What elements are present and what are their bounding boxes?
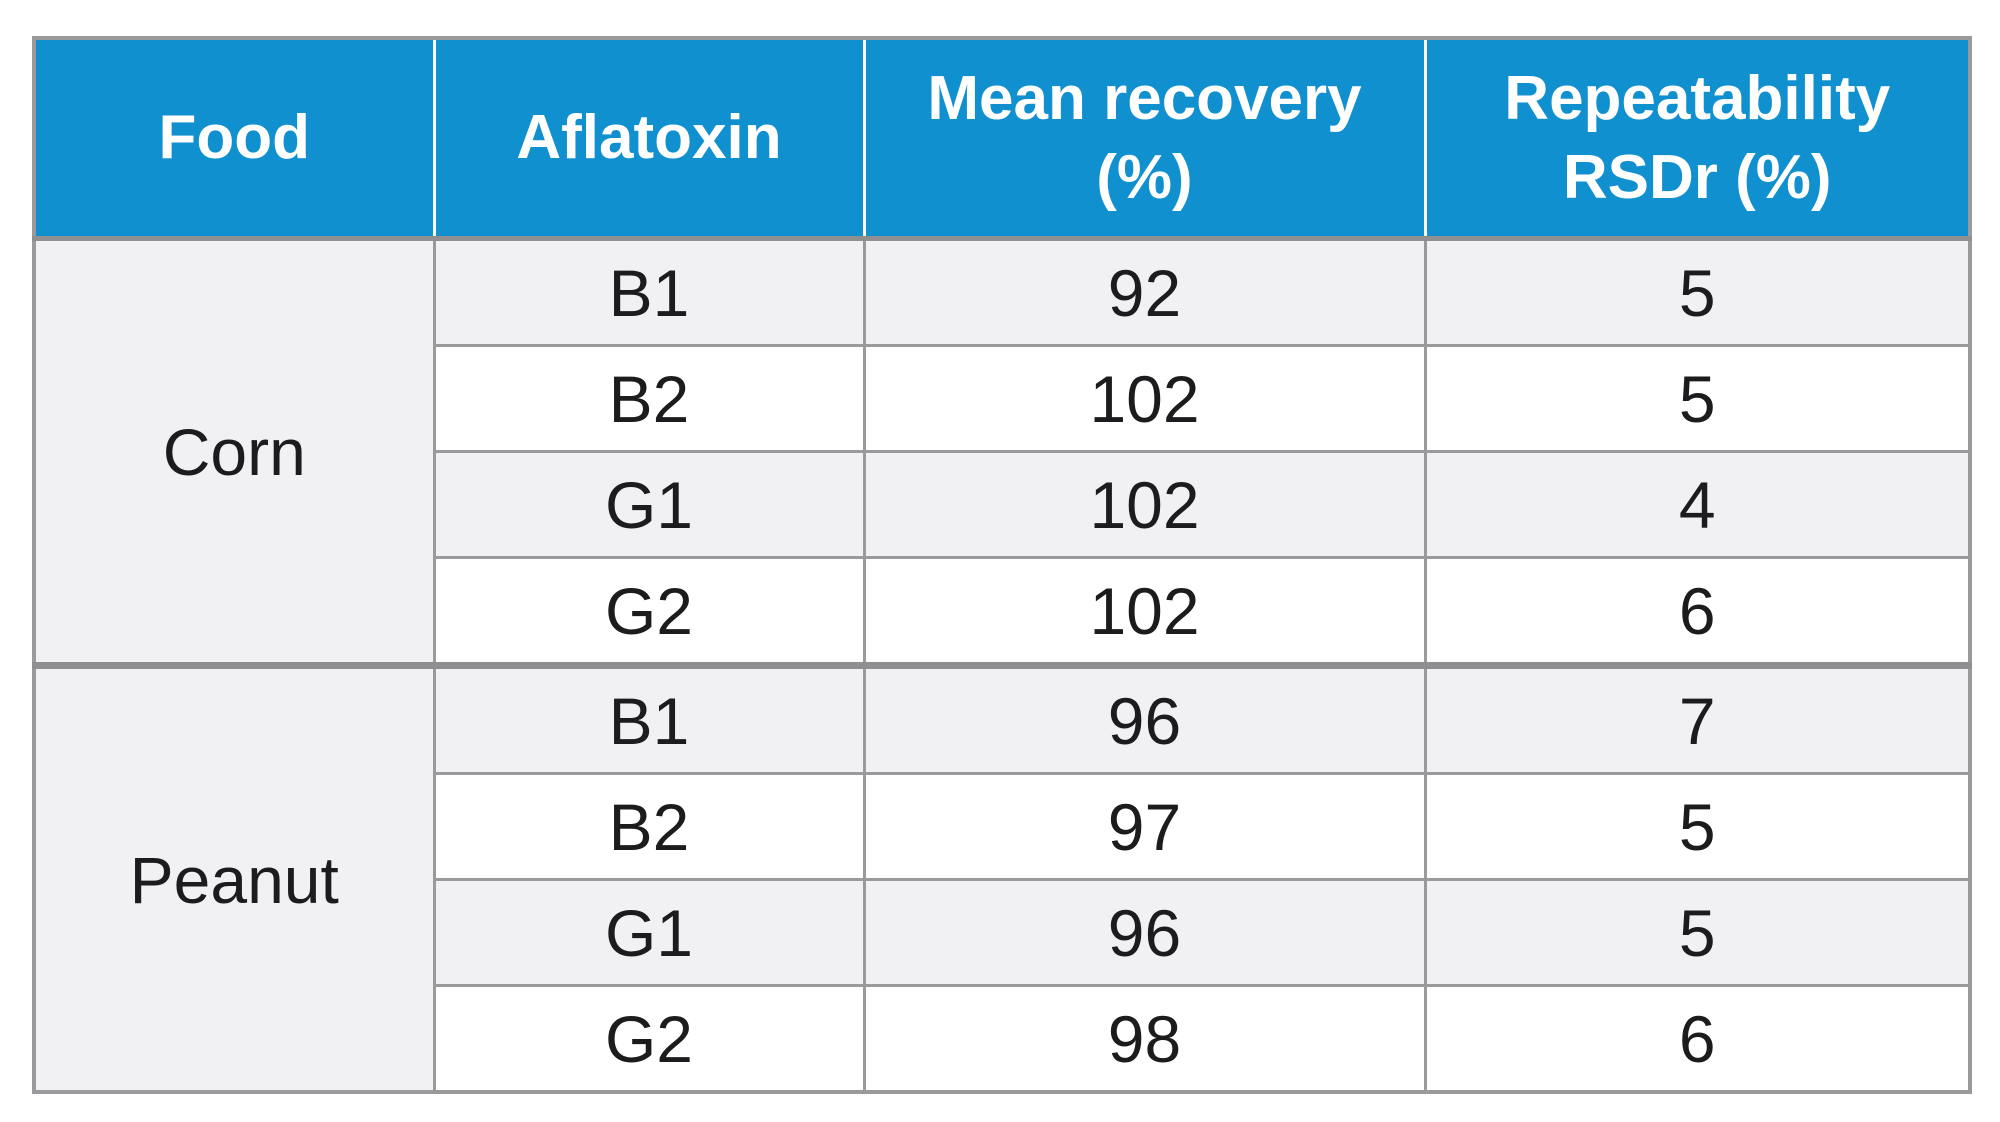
rsdr-cell: 5 xyxy=(1423,237,1972,347)
table-row-corn-b2: B2 102 5 xyxy=(34,344,1972,453)
aflatoxin-cell: B1 xyxy=(432,237,866,347)
mean-recovery-cell: 96 xyxy=(862,662,1427,775)
header-repeatability-rsdr: Repeatability RSDr (%) xyxy=(1423,36,1972,241)
aflatoxin-cell: G2 xyxy=(432,556,866,667)
table-body: Corn B1 92 5 B2 102 5 G1 102 4 G2 102 6 xyxy=(32,237,1972,1094)
food-group-label-corn: Corn xyxy=(32,237,436,669)
aflatoxin-cell: B2 xyxy=(432,344,866,453)
table-row-peanut-b2: B2 97 5 xyxy=(34,772,1972,881)
table-row-peanut-g2: G2 98 6 xyxy=(34,984,1972,1094)
aflatoxin-cell: B1 xyxy=(432,662,866,775)
table-row-peanut-g1: G1 96 5 xyxy=(34,878,1972,987)
food-group-label-peanut: Peanut xyxy=(32,662,436,1094)
mean-recovery-cell: 102 xyxy=(862,450,1427,559)
mean-recovery-cell: 92 xyxy=(862,237,1427,347)
header-aflatoxin: Aflatoxin xyxy=(432,36,866,241)
mean-recovery-cell: 102 xyxy=(862,344,1427,453)
rsdr-cell: 4 xyxy=(1423,450,1972,559)
table-row-corn-b1: Corn B1 92 5 xyxy=(32,237,1972,669)
table-header: Food Aflatoxin Mean recovery (%) Repeata… xyxy=(32,36,1972,241)
header-food: Food xyxy=(32,36,436,241)
mean-recovery-cell: 102 xyxy=(862,556,1427,667)
rsdr-cell: 6 xyxy=(1423,556,1972,667)
header-mean-recovery: Mean recovery (%) xyxy=(862,36,1427,241)
mean-recovery-cell: 97 xyxy=(862,772,1427,881)
rsdr-cell: 6 xyxy=(1423,984,1972,1094)
aflatoxin-recovery-table: Food Aflatoxin Mean recovery (%) Repeata… xyxy=(32,36,1972,1094)
aflatoxin-cell: B2 xyxy=(432,772,866,881)
rsdr-cell: 7 xyxy=(1423,662,1972,775)
mean-recovery-cell: 98 xyxy=(862,984,1427,1094)
mean-recovery-cell: 96 xyxy=(862,878,1427,987)
aflatoxin-cell: G1 xyxy=(432,450,866,559)
rsdr-cell: 5 xyxy=(1423,344,1972,453)
table-row-peanut-b1: Peanut B1 96 7 xyxy=(32,662,1972,1094)
table-row-corn-g1: G1 102 4 xyxy=(34,450,1972,559)
aflatoxin-cell: G2 xyxy=(432,984,866,1094)
table-row-corn-g2: G2 102 6 xyxy=(34,556,1972,667)
rsdr-cell: 5 xyxy=(1423,878,1972,987)
header-row: Food Aflatoxin Mean recovery (%) Repeata… xyxy=(32,36,1972,241)
rsdr-cell: 5 xyxy=(1423,772,1972,881)
aflatoxin-cell: G1 xyxy=(432,878,866,987)
table-container: Food Aflatoxin Mean recovery (%) Repeata… xyxy=(32,36,1972,1094)
